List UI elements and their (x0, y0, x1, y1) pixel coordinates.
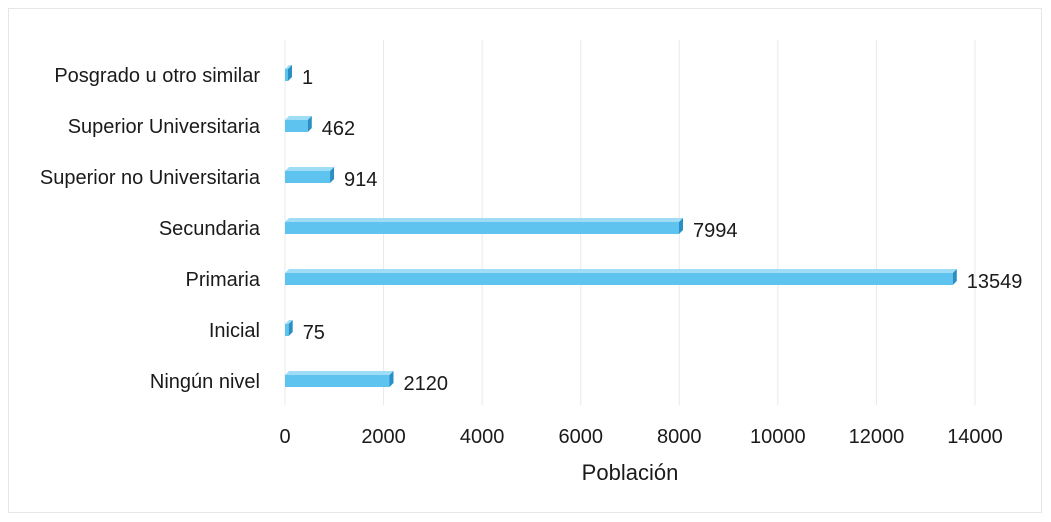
bar-face (285, 69, 288, 81)
x-tick-label: 2000 (361, 426, 406, 448)
bar-top (285, 320, 293, 324)
category-label: Posgrado u otro similar (54, 65, 260, 87)
x-tick-label: 8000 (657, 426, 702, 448)
bar-face (285, 375, 390, 387)
category-label: Primaria (186, 269, 261, 291)
x-tick-label: 4000 (460, 426, 505, 448)
bar-end (678, 218, 683, 234)
data-label: 1 (302, 67, 313, 89)
bar-end (307, 116, 312, 132)
bar-end (952, 269, 957, 285)
bar (285, 269, 957, 285)
category-label: Superior no Universitaria (40, 167, 261, 189)
data-label: 75 (303, 322, 325, 344)
bar (285, 218, 683, 234)
bar-face (285, 120, 308, 132)
bar-face (285, 171, 331, 183)
category-label: Inicial (209, 320, 260, 342)
data-label: 13549 (967, 271, 1023, 293)
category-label: Ningún nivel (150, 371, 260, 393)
data-label: 2120 (403, 373, 448, 395)
bar-top (285, 371, 394, 375)
data-label: 7994 (693, 220, 738, 242)
grid-layer (284, 40, 976, 405)
bar (285, 371, 394, 387)
category-label: Superior Universitaria (68, 116, 261, 138)
bar-top (285, 116, 312, 120)
labels-layer: 0 2000 4000 6000 8000 10000 12000 14000 Posgrado… (40, 65, 1023, 448)
x-tick-label: 14000 (947, 426, 1003, 448)
bars-layer (285, 65, 957, 387)
bar-top (285, 269, 957, 273)
category-label: Secundaria (159, 218, 261, 240)
data-label: 914 (344, 169, 377, 191)
bar-end (288, 320, 293, 336)
bar-end (389, 371, 394, 387)
chart-frame (8, 8, 1042, 513)
bar-face (285, 222, 679, 234)
x-axis-title: Población (582, 460, 679, 485)
bar-top (285, 167, 335, 171)
x-tick-label: 10000 (750, 426, 806, 448)
bar-top (285, 218, 683, 222)
x-tick-label: 0 (279, 426, 290, 448)
bar (285, 65, 292, 81)
bar (285, 320, 293, 336)
bar-top (285, 65, 292, 69)
data-label: 462 (322, 118, 355, 140)
x-tick-label: 12000 (849, 426, 905, 448)
bar-end (288, 65, 292, 81)
bar-end (330, 167, 335, 183)
bar (285, 116, 312, 132)
bar (285, 167, 335, 183)
bar-face (285, 324, 289, 336)
x-tick-label: 6000 (558, 426, 603, 448)
bar-face (285, 273, 953, 285)
